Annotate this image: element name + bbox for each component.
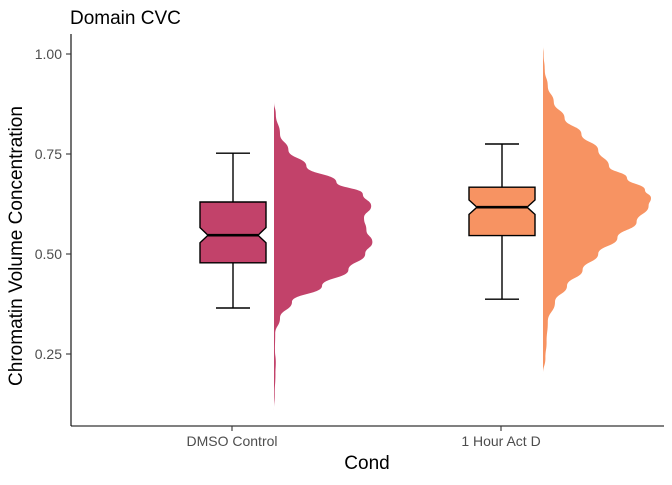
violin-1 bbox=[543, 46, 651, 374]
series-0 bbox=[199, 102, 373, 410]
x-tick-label: DMSO Control bbox=[186, 433, 277, 449]
y-tick-label: 0.25 bbox=[35, 346, 62, 362]
x-axis-ticks: DMSO Control 1 Hour Act D bbox=[186, 426, 541, 449]
y-axis-title: Chromatin Volume Concentration bbox=[6, 106, 27, 386]
x-tick-label: 1 Hour Act D bbox=[461, 433, 540, 449]
y-tick-label: 1.00 bbox=[35, 46, 62, 62]
box-0 bbox=[199, 201, 267, 264]
series-1 bbox=[468, 46, 651, 374]
x-axis-title: Cond bbox=[344, 453, 389, 474]
y-tick-label: 0.75 bbox=[35, 146, 62, 162]
box-1 bbox=[468, 186, 536, 237]
y-axis-ticks: 0.25 0.50 0.75 1.00 bbox=[35, 46, 71, 362]
plot-area bbox=[199, 46, 651, 410]
violin-0 bbox=[274, 102, 373, 410]
y-tick-label: 0.50 bbox=[35, 246, 62, 262]
chart-title: Domain CVC bbox=[70, 8, 181, 29]
